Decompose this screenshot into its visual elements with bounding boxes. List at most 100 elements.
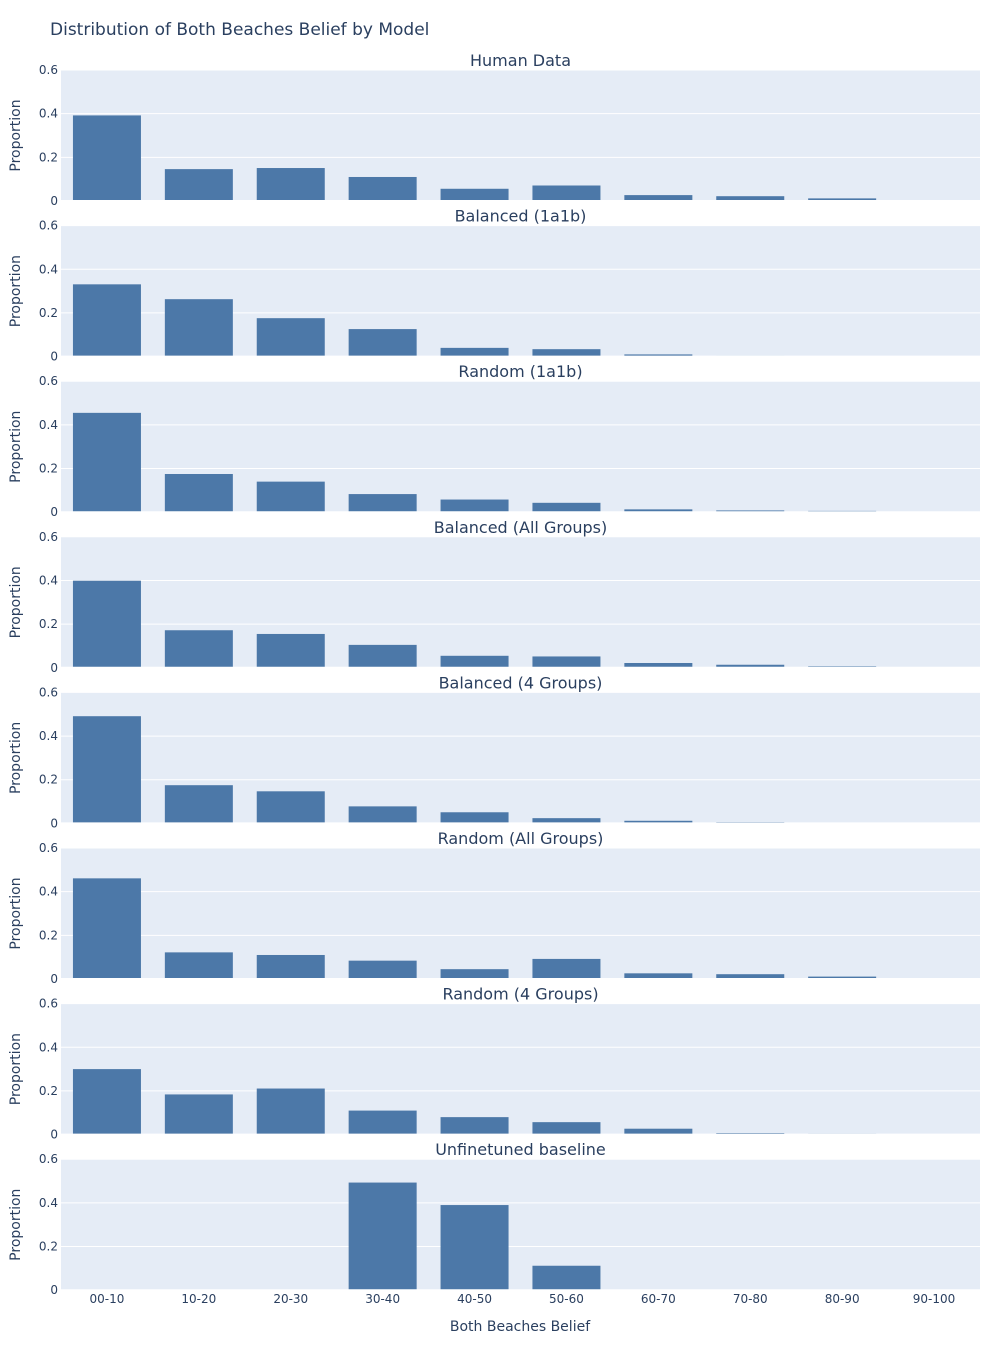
bar (256, 954, 325, 979)
y-tick-label: 0.4 (39, 885, 58, 899)
y-axis-label: Proportion (8, 1033, 24, 1105)
bar (440, 1205, 509, 1291)
x-tick-label: 50-60 (549, 1292, 584, 1306)
bar (72, 1069, 141, 1135)
y-tick-label: 0.4 (39, 418, 58, 432)
x-tick-label: 60-70 (641, 1292, 676, 1306)
bar (72, 284, 141, 357)
y-axis-label: Proportion (8, 722, 24, 794)
y-tick-label: 0.4 (39, 107, 58, 121)
x-tick-label: 20-30 (273, 1292, 308, 1306)
y-tick-label: 0.2 (39, 1084, 58, 1098)
y-tick-label: 0 (50, 816, 58, 830)
x-tick-label: 90-100 (913, 1292, 956, 1306)
bar (440, 655, 509, 668)
y-tick-label: 0.6 (39, 63, 58, 77)
bar (808, 976, 877, 979)
bar (716, 196, 785, 201)
x-tick-label: 70-80 (733, 1292, 768, 1306)
bar (624, 973, 693, 979)
subplot: 0 0.2 0.4 0.6 Balanced (4 Groups) Proportion (8, 673, 980, 830)
bar (256, 1088, 325, 1135)
bar (72, 716, 141, 824)
y-axis-label: Proportion (8, 877, 24, 949)
y-tick-label: 0.2 (39, 306, 58, 320)
bar (348, 176, 417, 201)
y-tick-label: 0.4 (39, 729, 58, 743)
bar (256, 168, 325, 201)
bar (716, 664, 785, 668)
bar (164, 299, 233, 357)
bar (440, 812, 509, 824)
y-tick-label: 0.2 (39, 773, 58, 787)
x-axis-label: Both Beaches Belief (450, 1319, 591, 1335)
bar (440, 188, 509, 201)
bar (72, 878, 141, 979)
bar (164, 785, 233, 824)
bar (72, 412, 141, 513)
bar (532, 818, 601, 824)
x-axis-ticks: 00-10 10-20 20-30 30-40 40-50 50-60 60-70 70-80… (90, 1292, 956, 1306)
y-axis-label: Proportion (8, 1189, 24, 1261)
bar (532, 1122, 601, 1135)
bar (256, 791, 325, 824)
x-tick-label: 30-40 (365, 1292, 400, 1306)
y-tick-label: 0.6 (39, 1152, 58, 1166)
y-tick-label: 0.6 (39, 685, 58, 699)
subplot: 0 0.2 0.4 0.6 Random (All Groups) Proportion (8, 829, 980, 986)
bar (164, 952, 233, 979)
bar (624, 662, 693, 668)
y-tick-label: 0.2 (39, 150, 58, 164)
y-tick-label: 0.4 (39, 1040, 58, 1054)
bar (348, 494, 417, 513)
subplot-title: Balanced (All Groups) (434, 518, 608, 537)
bar (808, 198, 877, 201)
y-axis-label: Proportion (8, 411, 24, 483)
y-tick-label: 0 (50, 1283, 58, 1297)
bar (440, 969, 509, 979)
bar (348, 1110, 417, 1135)
subplot-title: Balanced (4 Groups) (439, 673, 603, 692)
bar (716, 974, 785, 979)
bar (532, 185, 601, 201)
subplot-title: Random (1a1b) (458, 362, 582, 381)
bar (256, 481, 325, 513)
y-tick-label: 0.6 (39, 374, 58, 388)
y-axis-label: Proportion (8, 99, 24, 171)
y-tick-label: 0.2 (39, 1240, 58, 1254)
x-tick-label: 00-10 (90, 1292, 125, 1306)
y-tick-label: 0 (50, 194, 58, 208)
y-tick-label: 0 (50, 505, 58, 519)
bar (440, 499, 509, 513)
y-tick-label: 0.6 (39, 841, 58, 855)
subplot-title: Unfinetuned baseline (435, 1140, 606, 1159)
bar (532, 958, 601, 979)
bar (532, 1265, 601, 1291)
bar (164, 630, 233, 668)
chart-panels: 0 0.2 0.4 0.6 Human Data Proportion 0 0.2 0.4 0.6… (8, 51, 980, 1297)
y-axis-label: Proportion (8, 566, 24, 638)
bar (532, 502, 601, 513)
subplot: 0 0.2 0.4 0.6 Random (4 Groups) Proportion (8, 985, 980, 1142)
y-tick-label: 0.4 (39, 1196, 58, 1210)
subplot: 0 0.2 0.4 0.6 Unfinetuned baseline Proportion (8, 1140, 980, 1297)
y-tick-label: 0 (50, 350, 58, 364)
bar (348, 1182, 417, 1291)
plot-background (61, 1159, 980, 1291)
bar (348, 960, 417, 979)
y-tick-label: 0.2 (39, 462, 58, 476)
x-tick-label: 80-90 (825, 1292, 860, 1306)
bar (164, 473, 233, 513)
y-tick-label: 0 (50, 972, 58, 986)
y-axis-label: Proportion (8, 255, 24, 327)
bar (624, 1128, 693, 1135)
bar (532, 656, 601, 668)
bar (348, 644, 417, 668)
bar (624, 195, 693, 201)
bar (72, 580, 141, 668)
bar (164, 169, 233, 201)
subplot: 0 0.2 0.4 0.6 Human Data Proportion (8, 51, 980, 208)
y-tick-label: 0.2 (39, 617, 58, 631)
y-tick-label: 0.4 (39, 573, 58, 587)
